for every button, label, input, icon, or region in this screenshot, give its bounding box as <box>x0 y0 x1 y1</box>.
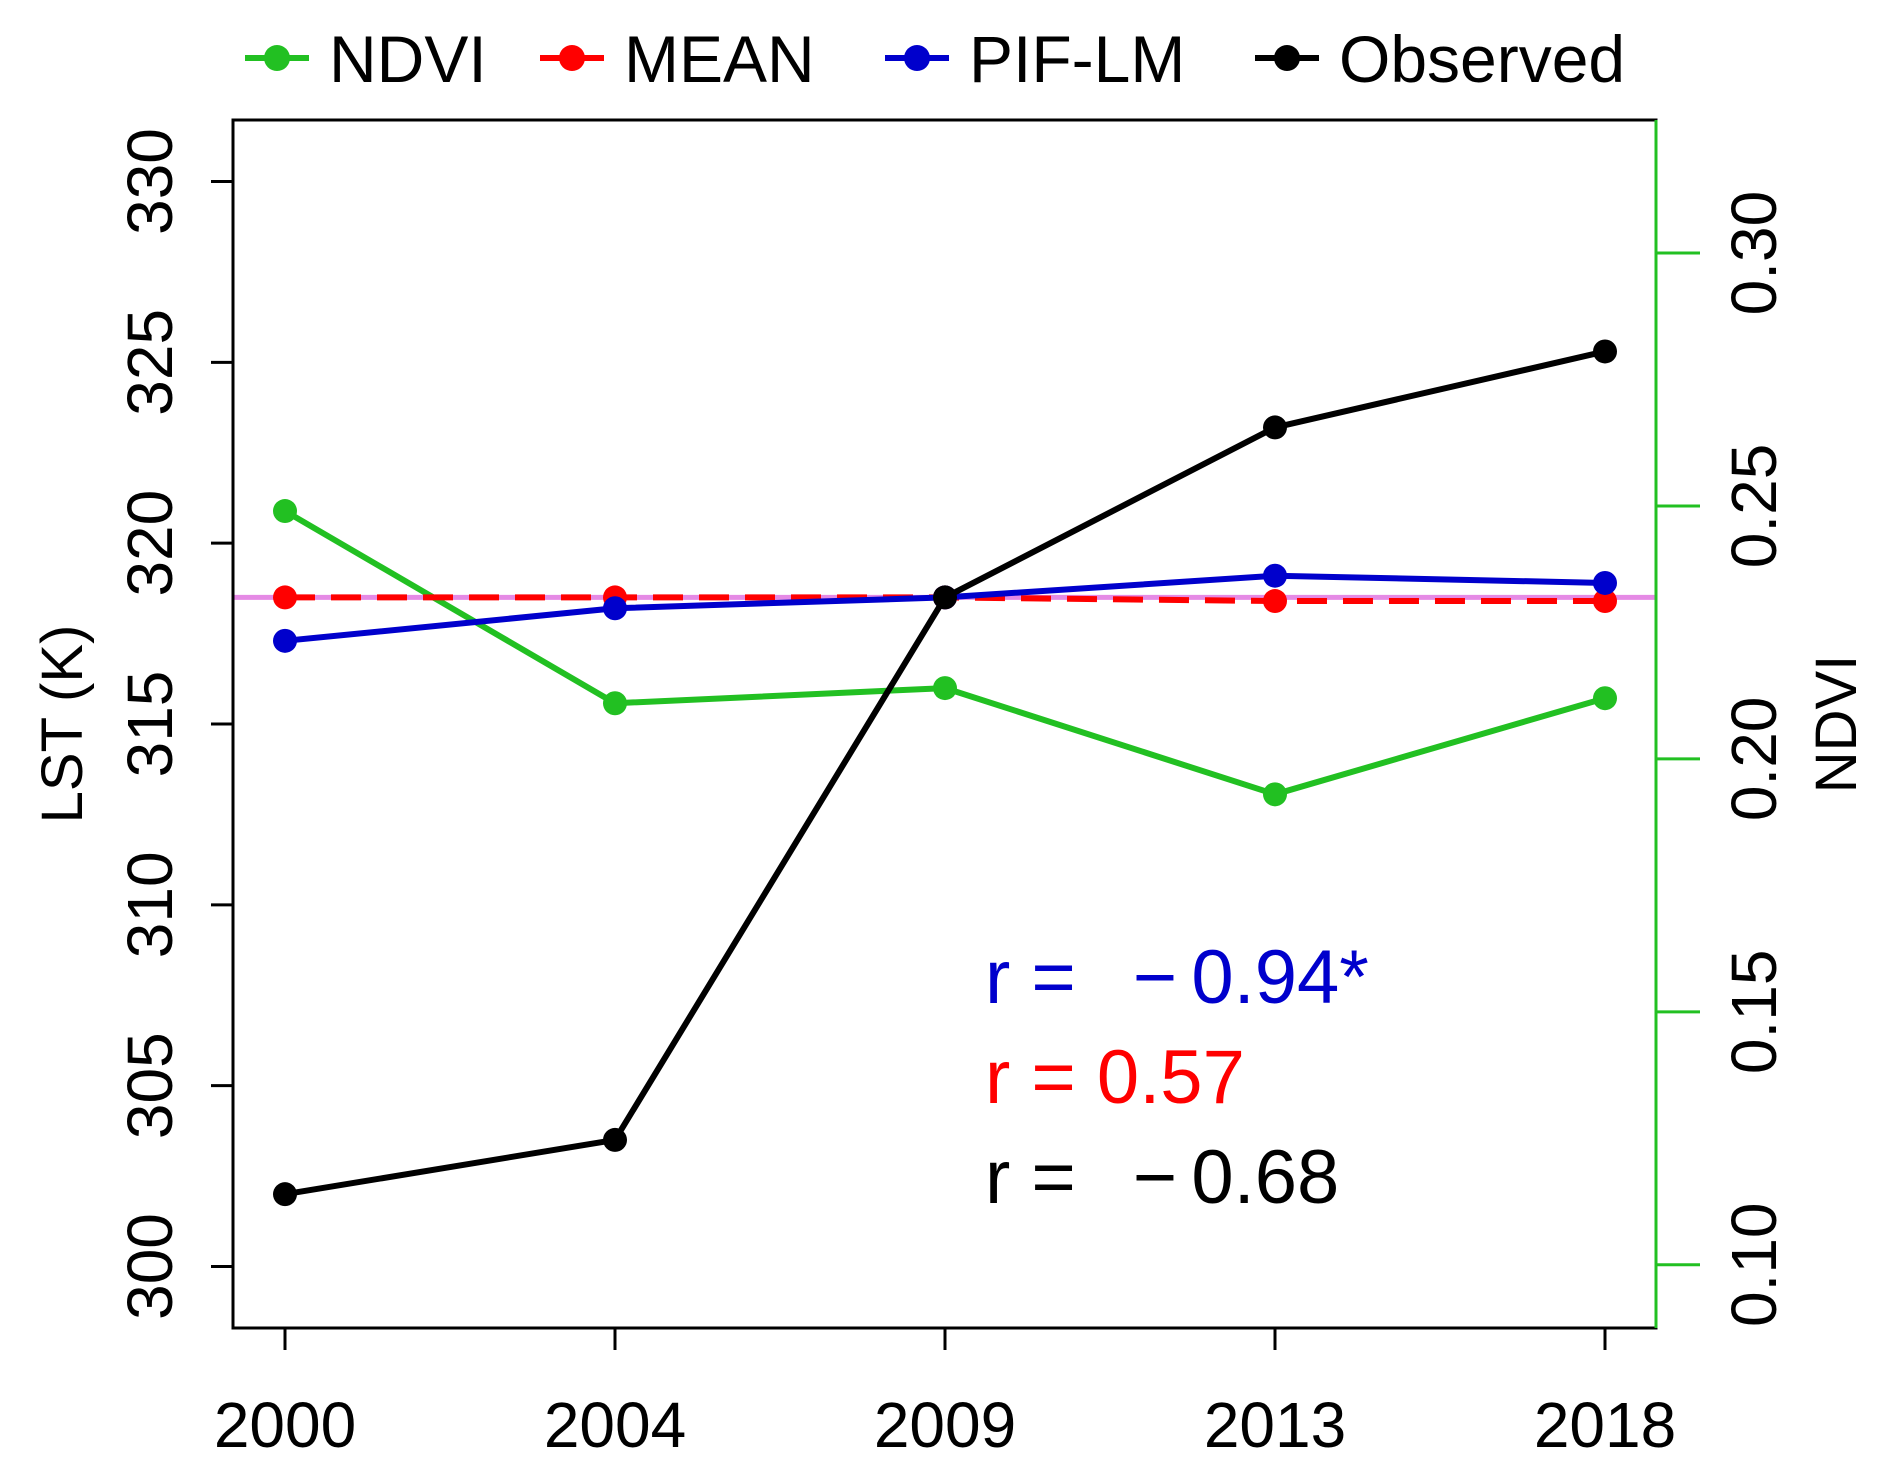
y-right-tick-label-0-15: 0.15 <box>1718 950 1790 1075</box>
y-right-axis-title: NDVI <box>1804 655 1869 794</box>
y-left-tick-label-310: 310 <box>114 851 186 958</box>
annotation-r-2: r = −0.68 <box>985 1135 1339 1220</box>
point-ndvi-2018 <box>1593 686 1617 711</box>
point-observed-2000 <box>273 1182 297 1207</box>
annotation-r-2-prefix: r = <box>985 1135 1097 1220</box>
y-left-tick-label-305: 305 <box>114 1032 186 1139</box>
annotation-r-1: r = 0.57 <box>985 1035 1245 1120</box>
x-tick-label-2018: 2018 <box>1534 1389 1676 1461</box>
y-right-tick-label-0-10: 0.10 <box>1718 1202 1790 1327</box>
series-observed <box>273 339 1617 1207</box>
point-ndvi-2009 <box>933 676 957 701</box>
annotation-r-2-minus: − <box>1133 1135 1177 1220</box>
legend-item-mean: MEAN <box>540 22 815 96</box>
y-left-tick-label-320: 320 <box>114 490 186 597</box>
legend-item-ndvi: NDVI <box>245 22 487 96</box>
legend-label-observed: Observed <box>1339 22 1625 96</box>
y-right-tick-label-0-20: 0.20 <box>1718 697 1790 822</box>
point-observed-2013 <box>1263 415 1287 440</box>
point-observed-2009 <box>933 585 957 610</box>
annotation-r-0-prefix: r = <box>985 935 1097 1020</box>
annotation-r-0: r = −0.94* <box>985 935 1369 1020</box>
legend-marker-pif-lm <box>904 45 930 71</box>
annotation-r-2-value: 0.68 <box>1191 1135 1339 1220</box>
x-tick-label-2009: 2009 <box>874 1389 1016 1461</box>
legend-item-observed: Observed <box>1255 22 1625 96</box>
legend-marker-mean <box>559 45 585 71</box>
legend-marker-ndvi <box>264 45 290 71</box>
y-right-tick-label-0-25: 0.25 <box>1718 444 1790 569</box>
point-pif-lm-2000 <box>273 628 297 653</box>
point-pif-lm-2013 <box>1263 563 1287 588</box>
y-left-tick-label-330: 330 <box>114 128 186 235</box>
x-tick-label-2004: 2004 <box>544 1389 686 1461</box>
series-ndvi <box>273 499 1617 807</box>
y-left-tick-label-300: 300 <box>114 1213 186 1320</box>
legend-label-ndvi: NDVI <box>329 22 487 96</box>
annotation-r-1-prefix: r = <box>985 1035 1097 1120</box>
y-right-tick-label-0-30: 0.30 <box>1718 191 1790 316</box>
point-mean-2013 <box>1263 589 1287 614</box>
legend-marker-observed <box>1274 45 1300 71</box>
point-observed-2004 <box>603 1127 627 1152</box>
legend-label-pif-lm: PIF-LM <box>969 22 1185 96</box>
point-pif-lm-2018 <box>1593 570 1617 595</box>
y-left-tick-label-315: 315 <box>114 671 186 778</box>
point-ndvi-2013 <box>1263 782 1287 807</box>
point-observed-2018 <box>1593 339 1617 364</box>
point-ndvi-2000 <box>273 499 297 524</box>
annotation-r-1-value: 0.57 <box>1097 1035 1245 1120</box>
legend-item-pif-lm: PIF-LM <box>885 22 1185 96</box>
point-ndvi-2004 <box>603 691 627 716</box>
legend-label-mean: MEAN <box>624 22 815 96</box>
x-tick-label-2000: 2000 <box>214 1389 356 1461</box>
y-left-tick-label-325: 325 <box>114 309 186 416</box>
y-left-axis-title: LST (K) <box>30 625 95 824</box>
annotation-r-0-minus: − <box>1133 935 1177 1020</box>
point-mean-2018 <box>1593 589 1617 614</box>
point-pif-lm-2004 <box>603 596 627 621</box>
point-mean-2000 <box>273 585 297 610</box>
x-tick-label-2013: 2013 <box>1204 1389 1346 1461</box>
annotation-r-0-value: 0.94* <box>1191 935 1369 1020</box>
